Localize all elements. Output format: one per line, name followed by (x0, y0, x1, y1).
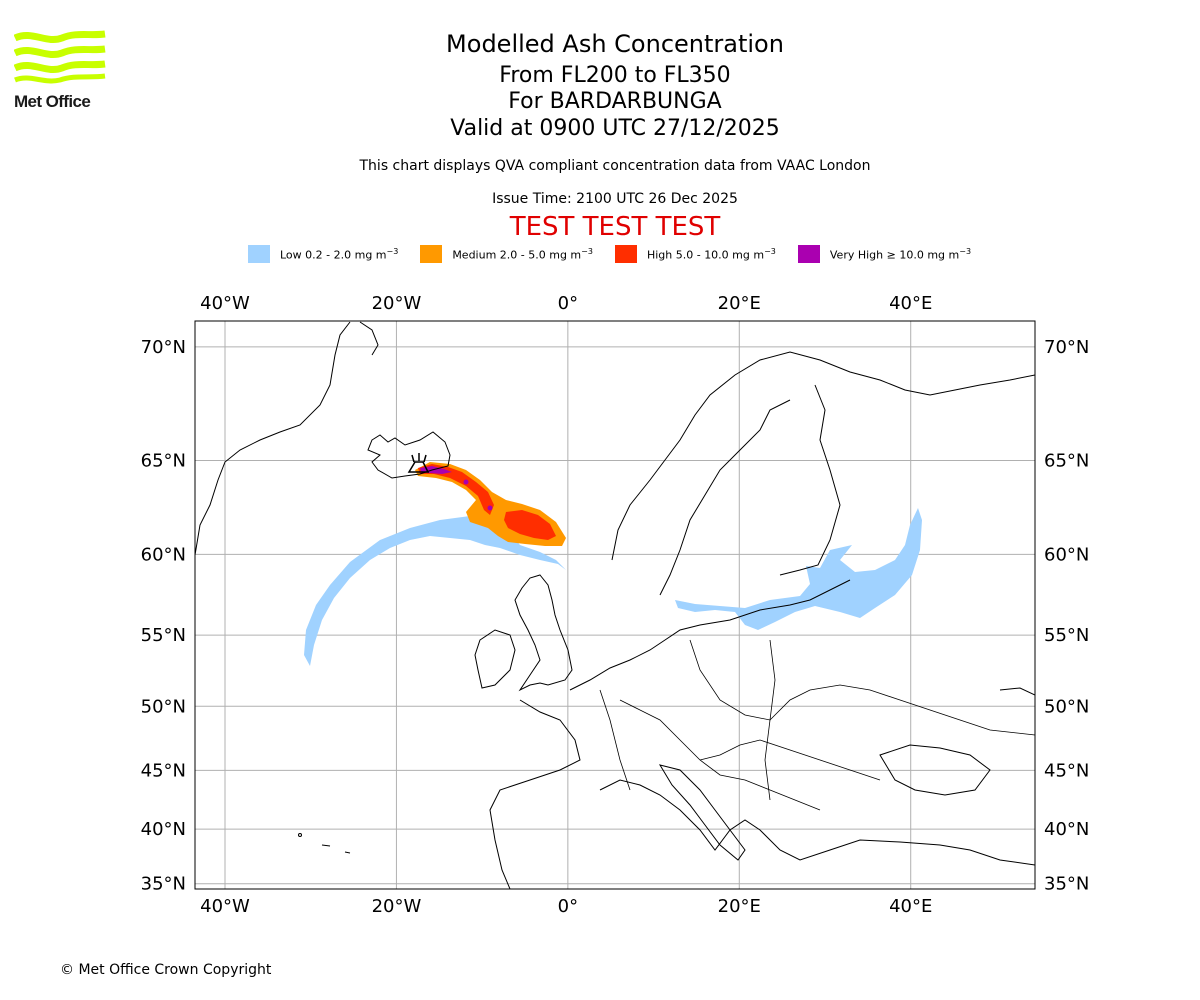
country-borders (599, 639, 1035, 811)
lon-label-bottom: 20°W (372, 896, 422, 917)
iceland-outline (367, 431, 451, 479)
lat-label-left: 50°N (141, 696, 186, 717)
finland-outline (779, 384, 841, 576)
iberia-france-outline (489, 699, 581, 889)
map-background (195, 321, 1035, 889)
test-banner: TEST TEST TEST (509, 212, 721, 242)
ash-low-baltic-plume (675, 508, 922, 630)
lat-label-right: 60°N (1044, 544, 1089, 565)
lat-label-left: 35°N (141, 874, 186, 895)
legend-swatch-very-high (797, 245, 820, 263)
ireland-outline (474, 629, 516, 689)
chart-title: Modelled Ash Concentration (446, 30, 784, 58)
norway-coast (611, 351, 1035, 561)
ash-low-atlantic-plume (304, 516, 566, 666)
lon-label-top: 40°E (889, 293, 932, 314)
legend-item-medium: Medium 2.0 - 5.0 mg m−3 (420, 245, 593, 263)
volcano-icon (407, 453, 430, 473)
ash-very-high-spot (463, 479, 469, 485)
sweden-outline (659, 399, 791, 596)
lon-label-top: 40°W (200, 293, 250, 314)
lon-label-top: 0° (558, 293, 578, 314)
lon-label-top: 20°W (372, 293, 422, 314)
lat-label-left: 70°N (141, 337, 186, 358)
legend-item-high: High 5.0 - 10.0 mg m−3 (614, 245, 776, 263)
lon-label-bottom: 40°E (889, 896, 932, 917)
uk-outline (514, 574, 573, 692)
ash-low-concentration (304, 508, 922, 666)
legend-label-high: High 5.0 - 10.0 mg m−3 (646, 246, 776, 262)
issue-time: Issue Time: 2100 UTC 26 Dec 2025 (492, 191, 738, 207)
ash-high-concentration-2 (504, 510, 556, 540)
caspian-outline (999, 687, 1035, 696)
legend-item-low: Low 0.2 - 2.0 mg m−3 (248, 245, 398, 263)
lat-label-right: 40°N (1044, 819, 1089, 840)
legend-swatch-low (248, 245, 270, 263)
copyright-notice: © Met Office Crown Copyright (60, 962, 272, 978)
lat-label-right: 35°N (1044, 874, 1089, 895)
met-office-logo-text: Met Office (14, 92, 91, 111)
lon-label-top: 20°E (718, 293, 761, 314)
legend-swatch-medium (420, 245, 443, 263)
legend: Low 0.2 - 2.0 mg m−3 Medium 2.0 - 5.0 mg… (248, 244, 971, 264)
legend-item-very-high: Very High ≥ 10.0 mg m−3 (797, 245, 972, 263)
lon-label-bottom: 40°W (200, 896, 250, 917)
lat-label-left: 40°N (141, 819, 186, 840)
legend-label-very-high: Very High ≥ 10.0 mg m−3 (829, 246, 972, 262)
volcano-name: For BARDARBUNGA (508, 89, 722, 114)
met-office-logo-icon (14, 30, 106, 84)
lat-label-right: 70°N (1044, 337, 1089, 358)
lat-label-left: 55°N (141, 625, 186, 646)
lat-label-right: 65°N (1044, 450, 1089, 471)
lat-label-left: 65°N (141, 450, 186, 471)
europe-north-coast (569, 579, 851, 691)
lat-label-right: 45°N (1044, 760, 1089, 781)
italy-outline (658, 764, 746, 861)
lat-label-right: 55°N (1044, 625, 1089, 646)
lon-label-bottom: 20°E (718, 896, 761, 917)
mediterranean-coast (599, 779, 1035, 866)
lat-label-left: 45°N (141, 760, 186, 781)
lat-label-left: 60°N (141, 544, 186, 565)
legend-swatch-high (614, 245, 637, 263)
lat-label-right: 50°N (1044, 696, 1089, 717)
black-sea-outline (879, 744, 991, 796)
lon-label-bottom: 0° (558, 896, 578, 917)
legend-label-low: Low 0.2 - 2.0 mg m−3 (280, 246, 399, 262)
map-frame (194, 320, 1036, 890)
legend-label-medium: Medium 2.0 - 5.0 mg m−3 (452, 246, 593, 262)
chart-description: This chart displays QVA compliant concen… (359, 158, 871, 174)
valid-time: Valid at 0900 UTC 27/12/2025 (450, 116, 780, 141)
coastlines (195, 321, 1035, 889)
ash-very-high-spot-2 (487, 505, 493, 511)
flight-level-range: From FL200 to FL350 (499, 63, 731, 88)
